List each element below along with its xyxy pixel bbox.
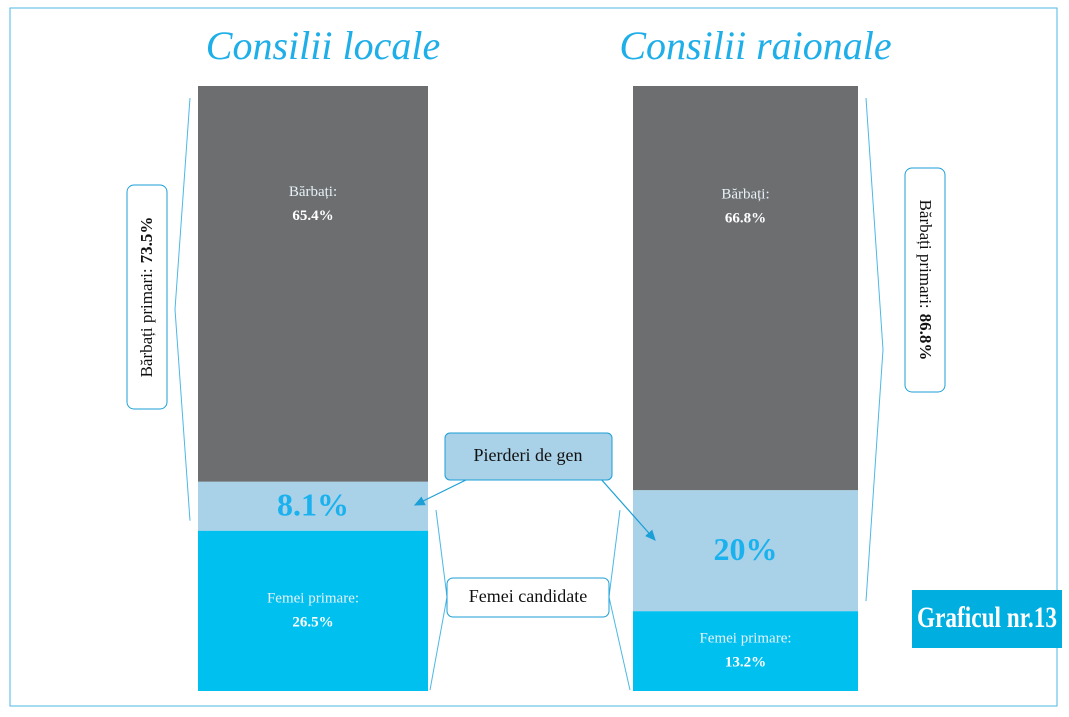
segment-value-label: 26.5%: [292, 614, 333, 630]
badge-text: Graficul nr.13: [917, 601, 1057, 634]
segment-value-label: 65.4%: [292, 208, 333, 224]
bracket: [174, 97, 191, 521]
bracket-value: 73.5%: [137, 217, 156, 264]
segment-value-label: 8.1%: [277, 487, 349, 523]
bracket: [429, 509, 448, 691]
bar-segment: [633, 490, 858, 612]
arrow: [413, 477, 471, 506]
callout-text: Pierderi de gen: [474, 445, 583, 465]
bracket-label: Bărbați primari: 86.8%: [904, 167, 946, 393]
bar-segment: [198, 481, 428, 531]
category-title: Consilii raionale: [619, 23, 891, 68]
segment-name: Bărbați:: [721, 187, 769, 203]
segment-name: Femei primare:: [267, 590, 359, 606]
bracket-name: Bărbați primari:: [916, 200, 935, 309]
label-box: [446, 577, 610, 618]
bracket-label: Bărbați primari: 73.5%: [126, 184, 168, 410]
arrow: [599, 477, 656, 541]
bracket-text: Bărbați primari: 73.5%: [137, 217, 156, 378]
label-box: [904, 167, 946, 393]
bracket: [608, 509, 631, 691]
category-title: Consilii locale: [206, 23, 440, 68]
bar-segment: [198, 86, 428, 482]
label-box: [126, 184, 168, 410]
bracket-text: Bărbați primari: 86.8%: [916, 200, 935, 361]
bracket-name: Bărbați primari:: [137, 268, 156, 377]
segment-name: Bărbați:: [289, 184, 337, 200]
bar-segment: [633, 611, 858, 691]
bar-segment: [633, 86, 858, 491]
bracket: [865, 97, 884, 602]
segment-value-label: 13.2%: [725, 655, 766, 671]
badge: [912, 590, 1062, 648]
segment-name: Femei primare:: [699, 631, 791, 647]
annotation-text: Femei candidate: [469, 586, 587, 606]
callout-box: [444, 432, 613, 481]
segment-value-label: 66.8%: [725, 211, 766, 227]
frame: [9, 7, 1058, 707]
bracket-value: 86.8%: [916, 314, 935, 361]
bar-segment: [198, 530, 428, 691]
segment-value-label: 20%: [714, 531, 778, 567]
